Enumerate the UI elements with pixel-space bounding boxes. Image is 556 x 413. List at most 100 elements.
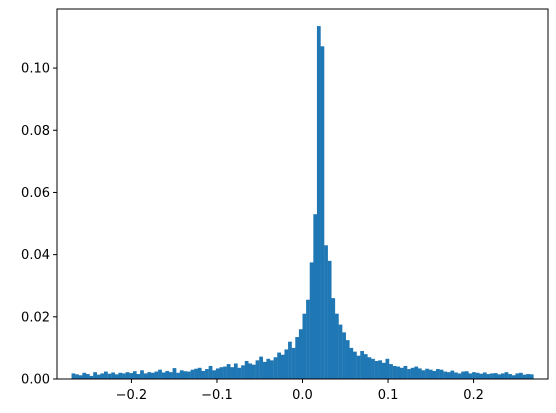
histogram-bar bbox=[331, 298, 336, 379]
histogram-bar bbox=[82, 372, 87, 379]
histogram-bar bbox=[114, 374, 119, 379]
histogram-bar bbox=[288, 341, 292, 379]
histogram-bar bbox=[515, 373, 520, 379]
histogram-bar bbox=[241, 365, 245, 379]
histogram-bar bbox=[349, 347, 354, 379]
histogram-bar bbox=[129, 373, 134, 379]
axes-frame bbox=[56, 8, 549, 380]
histogram-bar bbox=[475, 372, 480, 379]
histogram-bar bbox=[75, 374, 79, 379]
histogram-bar bbox=[176, 372, 180, 379]
histogram-bar bbox=[508, 374, 512, 379]
histogram-bar bbox=[194, 368, 198, 379]
histogram-bar bbox=[212, 370, 217, 379]
histogram-bar bbox=[208, 365, 213, 379]
histogram-bar bbox=[482, 372, 487, 379]
histogram-bar bbox=[479, 373, 484, 379]
histogram-bar bbox=[345, 340, 350, 379]
histogram-bar bbox=[215, 368, 220, 379]
histogram-bar bbox=[443, 371, 447, 379]
histogram-bar bbox=[457, 373, 462, 379]
histogram-bar bbox=[392, 365, 397, 379]
x-axis-ticks: −0.2 −0.1 0.0 0.1 0.2 bbox=[116, 379, 484, 403]
histogram-bar bbox=[519, 372, 523, 379]
histogram-bar bbox=[158, 369, 162, 379]
histogram-bar bbox=[255, 360, 260, 379]
histogram-bar bbox=[226, 364, 231, 379]
histogram-bar bbox=[197, 367, 202, 379]
y-tick-label: 0.02 bbox=[21, 310, 50, 325]
histogram-bar bbox=[233, 363, 238, 379]
histogram-bar bbox=[450, 370, 455, 379]
histogram-bar bbox=[367, 357, 372, 379]
histogram-bar bbox=[154, 371, 159, 379]
histogram-bar bbox=[381, 362, 386, 379]
histogram-bar bbox=[223, 366, 227, 379]
histogram-bar bbox=[284, 349, 289, 379]
histogram-bar bbox=[446, 372, 451, 379]
histogram-bar bbox=[522, 374, 527, 379]
histogram-bar bbox=[125, 372, 130, 379]
x-tick-label: 0.1 bbox=[378, 388, 399, 403]
histogram-bar bbox=[248, 363, 253, 379]
histogram-bar bbox=[147, 372, 152, 379]
histogram-bar bbox=[266, 358, 271, 379]
histogram-bar bbox=[172, 368, 177, 379]
histogram-bar bbox=[237, 367, 242, 379]
histogram-bar bbox=[230, 367, 235, 379]
histogram-bar bbox=[327, 260, 332, 379]
histogram-bar bbox=[140, 370, 144, 379]
histogram-bar bbox=[511, 375, 516, 379]
histogram-bar bbox=[417, 368, 422, 379]
x-tick-label: 0.2 bbox=[463, 388, 484, 403]
x-tick-label: −0.1 bbox=[201, 388, 233, 403]
histogram-bar bbox=[324, 245, 328, 379]
x-tick-label: −0.2 bbox=[116, 388, 148, 403]
histogram-bar bbox=[504, 372, 509, 379]
histogram-bar bbox=[334, 313, 339, 379]
histogram-bar bbox=[425, 368, 429, 379]
histogram-bar bbox=[111, 372, 115, 379]
histogram-bar bbox=[277, 352, 281, 379]
histogram-bar bbox=[389, 364, 393, 379]
histogram-bar bbox=[432, 370, 437, 379]
histogram-bar bbox=[472, 372, 476, 379]
histogram-bar bbox=[161, 372, 166, 379]
histogram-bar bbox=[454, 372, 458, 379]
histogram-bar bbox=[280, 354, 285, 379]
histogram-bar bbox=[363, 354, 368, 379]
histogram-bar bbox=[291, 347, 296, 379]
histogram-bar bbox=[353, 351, 357, 379]
histogram-bar bbox=[338, 324, 343, 379]
histogram-bar bbox=[410, 367, 415, 379]
histogram-bar bbox=[78, 375, 83, 379]
histogram-bar bbox=[179, 370, 184, 379]
histogram-bar bbox=[399, 367, 404, 379]
histogram-bar bbox=[439, 369, 444, 379]
histogram-bar bbox=[342, 332, 346, 379]
histogram-bar bbox=[490, 373, 494, 379]
histogram-bar bbox=[371, 358, 375, 379]
histogram-bar bbox=[96, 374, 101, 379]
histogram-bar bbox=[526, 374, 530, 379]
histogram-bar bbox=[132, 371, 137, 379]
histogram-bar bbox=[259, 356, 263, 379]
histogram-bar bbox=[104, 371, 108, 379]
y-tick-label: 0.04 bbox=[21, 248, 50, 263]
histogram-bar bbox=[183, 371, 188, 379]
histogram-bar bbox=[201, 370, 206, 379]
histogram-bar bbox=[421, 370, 426, 379]
histogram-bar bbox=[428, 369, 433, 379]
histogram-bar bbox=[403, 365, 408, 379]
histogram-bar bbox=[107, 373, 112, 379]
histogram-bar bbox=[100, 373, 105, 379]
histogram-bar bbox=[309, 262, 314, 379]
histogram-bar bbox=[396, 366, 401, 379]
histogram-bar bbox=[500, 373, 505, 379]
histogram-bar bbox=[468, 373, 473, 379]
histogram-bar bbox=[122, 373, 126, 379]
histogram-bar bbox=[302, 313, 307, 379]
histogram-bar bbox=[374, 360, 379, 379]
histogram-bar bbox=[529, 374, 534, 379]
histogram-bar bbox=[298, 329, 303, 379]
